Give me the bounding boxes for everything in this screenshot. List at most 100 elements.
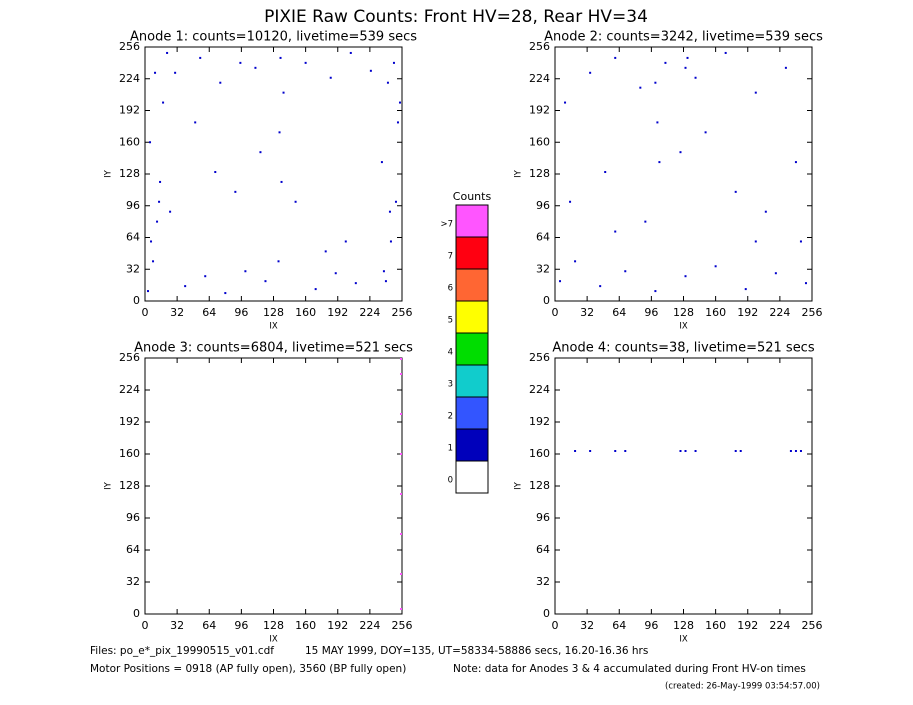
- data-point: [574, 450, 577, 452]
- data-point: [704, 131, 707, 134]
- data-point: [304, 61, 307, 64]
- y-tick-label: 0: [543, 294, 550, 307]
- data-point: [684, 66, 687, 69]
- x-tick-label: 128: [673, 619, 694, 632]
- data-point: [264, 280, 267, 283]
- data-point: [654, 81, 657, 84]
- x-tick-label: 96: [234, 619, 248, 632]
- y-tick-label: 96: [536, 199, 550, 212]
- data-point: [398, 101, 401, 104]
- y-tick-label: 160: [119, 447, 140, 460]
- data-point: [679, 151, 682, 154]
- y-tick-label: 256: [529, 40, 550, 53]
- y-tick-label: 160: [119, 135, 140, 148]
- data-point: [399, 453, 402, 455]
- data-point: [399, 493, 402, 495]
- data-point: [277, 260, 280, 263]
- data-point: [734, 190, 737, 193]
- panel-title: Anode 3: counts=6804, livetime=521 secs: [134, 341, 413, 356]
- footer-files: Files: po_e*_pix_19990515_v01.cdf: [90, 645, 274, 657]
- y-axis-label: IY: [514, 481, 524, 490]
- x-tick-label: 192: [327, 619, 348, 632]
- data-point: [244, 270, 247, 273]
- y-tick-label: 96: [126, 511, 140, 524]
- x-tick-label: 96: [234, 306, 248, 319]
- data-point: [382, 270, 385, 273]
- data-point: [280, 180, 283, 183]
- data-point: [152, 260, 155, 263]
- x-tick-label: 256: [802, 619, 823, 632]
- data-point: [794, 161, 797, 164]
- x-tick-label: 160: [295, 619, 316, 632]
- footer-created: (created: 26-May-1999 03:54:57.00): [665, 682, 820, 692]
- data-point: [604, 171, 607, 174]
- data-point: [386, 81, 389, 84]
- y-tick-label: 224: [119, 72, 140, 85]
- data-point: [614, 56, 617, 59]
- y-tick-label: 96: [126, 199, 140, 212]
- data-point: [624, 270, 627, 273]
- data-point: [169, 210, 172, 213]
- x-axis-label: IX: [269, 322, 278, 332]
- data-point: [694, 450, 697, 452]
- data-point: [399, 533, 402, 535]
- x-tick-label: 32: [580, 306, 594, 319]
- data-point: [394, 200, 397, 203]
- data-point: [294, 200, 297, 203]
- x-axis-label: IX: [679, 635, 688, 645]
- x-tick-label: 0: [552, 306, 559, 319]
- x-axis-label: IX: [269, 635, 278, 645]
- colorbar-label: 5: [448, 316, 453, 326]
- y-tick-label: 64: [126, 231, 140, 244]
- y-tick-label: 192: [529, 104, 550, 117]
- plot-frame: [554, 46, 813, 302]
- y-tick-label: 160: [529, 447, 550, 460]
- x-tick-label: 160: [295, 306, 316, 319]
- data-point: [334, 272, 337, 275]
- data-point: [380, 161, 383, 164]
- colorbar-swatch: [455, 268, 489, 302]
- data-point: [686, 56, 689, 59]
- y-tick-label: 0: [133, 607, 140, 620]
- y-tick-label: 128: [529, 479, 550, 492]
- data-point: [224, 292, 227, 295]
- footer-motor: Motor Positions = 0918 (AP fully open), …: [90, 663, 406, 675]
- y-tick-label: 160: [529, 135, 550, 148]
- y-tick-label: 32: [536, 575, 550, 588]
- data-point: [259, 151, 262, 154]
- data-point: [147, 290, 150, 293]
- colorbar-label: 2: [448, 412, 453, 422]
- colorbar-label: 7: [448, 252, 453, 262]
- data-point: [614, 450, 617, 452]
- data-point: [794, 450, 797, 452]
- y-tick-label: 64: [126, 543, 140, 556]
- y-axis-label: IY: [514, 169, 524, 178]
- x-tick-label: 192: [737, 306, 758, 319]
- data-point: [744, 288, 747, 291]
- x-tick-label: 224: [769, 306, 790, 319]
- colorbar-label: 0: [448, 476, 453, 486]
- data-point: [654, 290, 657, 293]
- data-point: [150, 240, 153, 243]
- colorbar-swatch: [455, 204, 489, 238]
- data-point: [734, 450, 737, 452]
- data-point: [639, 86, 642, 89]
- data-point: [219, 81, 222, 84]
- data-point: [789, 450, 792, 452]
- x-tick-label: 64: [202, 619, 216, 632]
- data-point: [784, 66, 787, 69]
- x-tick-label: 160: [705, 306, 726, 319]
- data-point: [399, 373, 402, 375]
- x-tick-label: 192: [737, 619, 758, 632]
- data-point: [589, 71, 592, 74]
- y-tick-label: 32: [126, 575, 140, 588]
- data-point: [354, 282, 357, 285]
- panel-title: Anode 4: counts=38, livetime=521 secs: [552, 341, 814, 356]
- data-point: [399, 358, 402, 360]
- data-point: [156, 220, 159, 223]
- data-point: [664, 61, 667, 64]
- data-point: [239, 61, 242, 64]
- x-tick-label: 256: [392, 306, 413, 319]
- x-tick-label: 64: [612, 619, 626, 632]
